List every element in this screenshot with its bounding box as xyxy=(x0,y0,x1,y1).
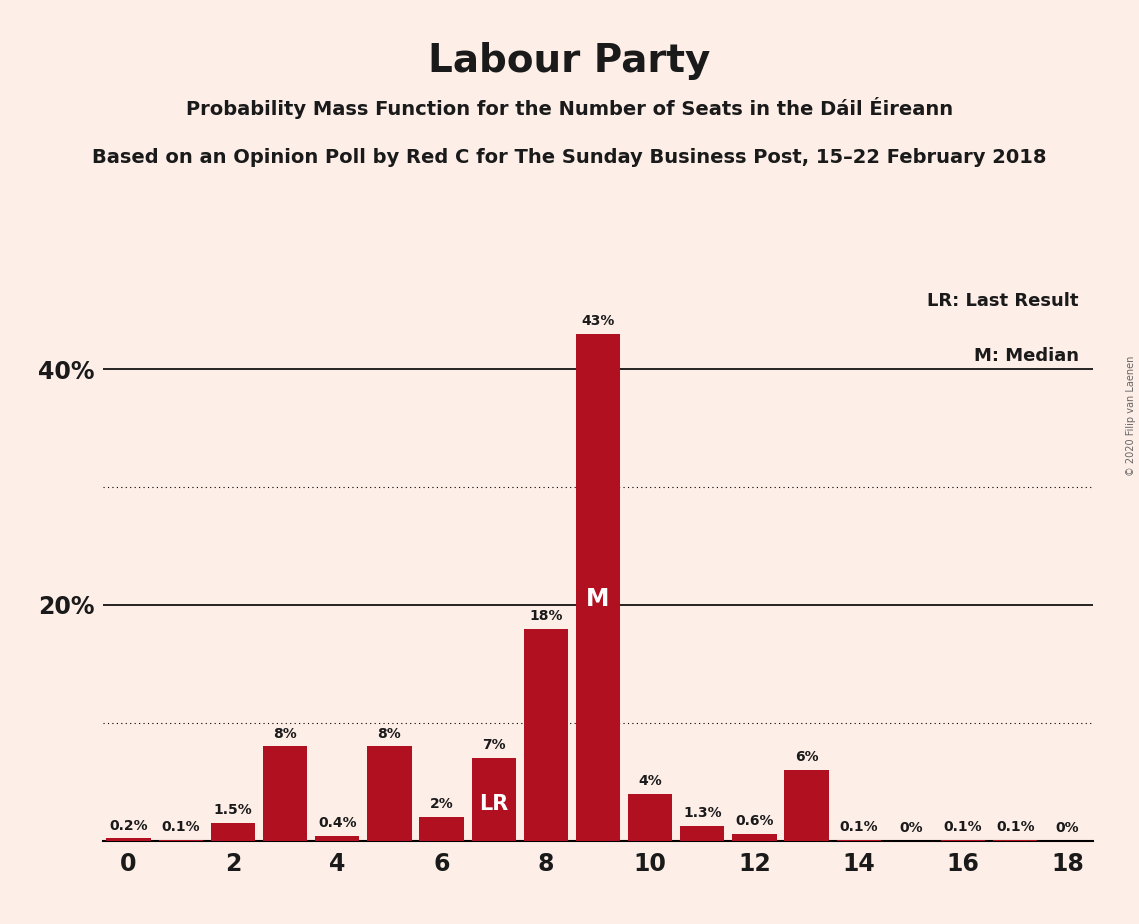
Text: 0.2%: 0.2% xyxy=(109,819,148,833)
Bar xyxy=(106,838,150,841)
Text: 0%: 0% xyxy=(1056,821,1079,835)
Bar xyxy=(472,759,516,841)
Bar xyxy=(158,840,203,841)
Text: Based on an Opinion Poll by Red C for The Sunday Business Post, 15–22 February 2: Based on an Opinion Poll by Red C for Th… xyxy=(92,148,1047,167)
Bar xyxy=(680,825,724,841)
Text: LR: Last Result: LR: Last Result xyxy=(927,292,1079,310)
Text: Labour Party: Labour Party xyxy=(428,42,711,79)
Bar xyxy=(993,840,1038,841)
Text: M: Median: M: Median xyxy=(974,347,1079,365)
Bar xyxy=(785,770,829,841)
Bar xyxy=(628,794,672,841)
Text: 6%: 6% xyxy=(795,750,819,764)
Bar xyxy=(367,747,411,841)
Text: 4%: 4% xyxy=(638,773,662,788)
Text: 8%: 8% xyxy=(377,726,401,740)
Text: Probability Mass Function for the Number of Seats in the Dáil Éireann: Probability Mass Function for the Number… xyxy=(186,97,953,119)
Text: 8%: 8% xyxy=(273,726,297,740)
Bar xyxy=(211,823,255,841)
Text: 0.4%: 0.4% xyxy=(318,816,357,831)
Bar xyxy=(836,840,880,841)
Bar xyxy=(316,836,360,841)
Text: 0.1%: 0.1% xyxy=(944,820,982,833)
Bar xyxy=(732,833,777,841)
Text: 0.1%: 0.1% xyxy=(995,820,1034,833)
Text: © 2020 Filip van Laenen: © 2020 Filip van Laenen xyxy=(1126,356,1136,476)
Bar xyxy=(524,628,568,841)
Text: 7%: 7% xyxy=(482,738,506,752)
Bar xyxy=(263,747,308,841)
Text: M: M xyxy=(587,587,609,611)
Bar xyxy=(941,840,985,841)
Text: 0%: 0% xyxy=(899,821,923,835)
Text: 0.6%: 0.6% xyxy=(735,814,773,828)
Text: 2%: 2% xyxy=(429,797,453,811)
Text: LR: LR xyxy=(480,794,508,814)
Text: 18%: 18% xyxy=(530,609,563,623)
Text: 43%: 43% xyxy=(581,314,615,328)
Text: 0.1%: 0.1% xyxy=(839,820,878,833)
Text: 1.3%: 1.3% xyxy=(683,806,722,820)
Bar xyxy=(419,817,464,841)
Bar xyxy=(576,334,620,841)
Text: 1.5%: 1.5% xyxy=(213,803,252,817)
Text: 0.1%: 0.1% xyxy=(162,820,200,833)
